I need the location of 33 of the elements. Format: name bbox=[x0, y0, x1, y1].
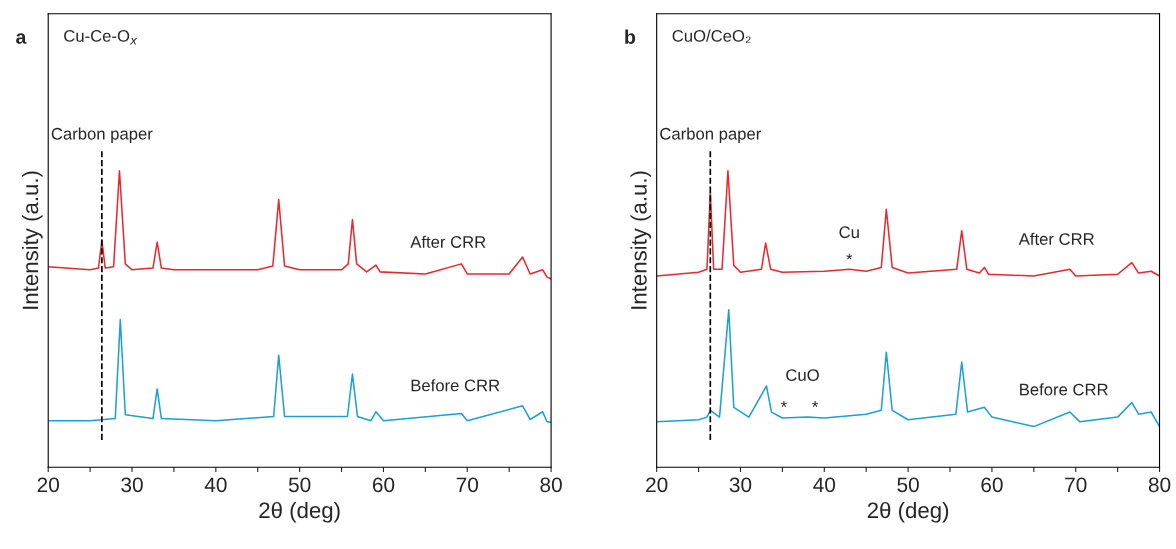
y-axis-title: Intensity (a.u.) bbox=[630, 171, 652, 309]
chart-title: CuO/CeO₂ bbox=[672, 29, 751, 44]
x-tick-label: 20 bbox=[646, 477, 668, 493]
x-axis-title: 2θ (deg) bbox=[867, 501, 949, 523]
text: a bbox=[16, 33, 27, 44]
annotation: * bbox=[812, 401, 819, 407]
x-tick-label: 30 bbox=[729, 477, 752, 493]
y-axis-title: Intensity (a.u.) bbox=[21, 171, 43, 309]
annotation: Cu bbox=[839, 226, 859, 239]
x-tick-label: 40 bbox=[813, 477, 836, 493]
series-label: Before CRR bbox=[411, 379, 500, 392]
ref-line-label: Carbon paper bbox=[51, 127, 153, 143]
text: b bbox=[625, 29, 636, 44]
x-tick-label: 20 bbox=[37, 477, 59, 493]
series-label: After CRR bbox=[1018, 232, 1094, 245]
x-tick-label: 30 bbox=[121, 477, 143, 493]
x-tick-label: 40 bbox=[204, 477, 227, 493]
x-tick-label: 50 bbox=[897, 477, 919, 493]
annotation: * bbox=[846, 253, 853, 260]
series-label: Before CRR bbox=[1020, 383, 1108, 396]
annotation: CuO bbox=[786, 369, 819, 381]
series-label: After CRR bbox=[410, 235, 486, 248]
x-tick-label: 70 bbox=[456, 477, 479, 493]
x-tick-label: 60 bbox=[981, 477, 1003, 493]
chart-title: Cu-Ce-O$_{x}$ bbox=[64, 30, 138, 45]
ref-line-label: Carbon paper bbox=[660, 127, 761, 143]
annotation: * bbox=[780, 401, 787, 407]
x-tick-label: 60 bbox=[372, 477, 395, 493]
x-tick-label: 80 bbox=[1148, 477, 1171, 493]
x-tick-label: 50 bbox=[288, 477, 311, 493]
x-tick-label: 80 bbox=[540, 477, 562, 493]
x-axis-title: 2θ (deg) bbox=[259, 501, 340, 523]
x-tick-label: 70 bbox=[1065, 477, 1087, 493]
